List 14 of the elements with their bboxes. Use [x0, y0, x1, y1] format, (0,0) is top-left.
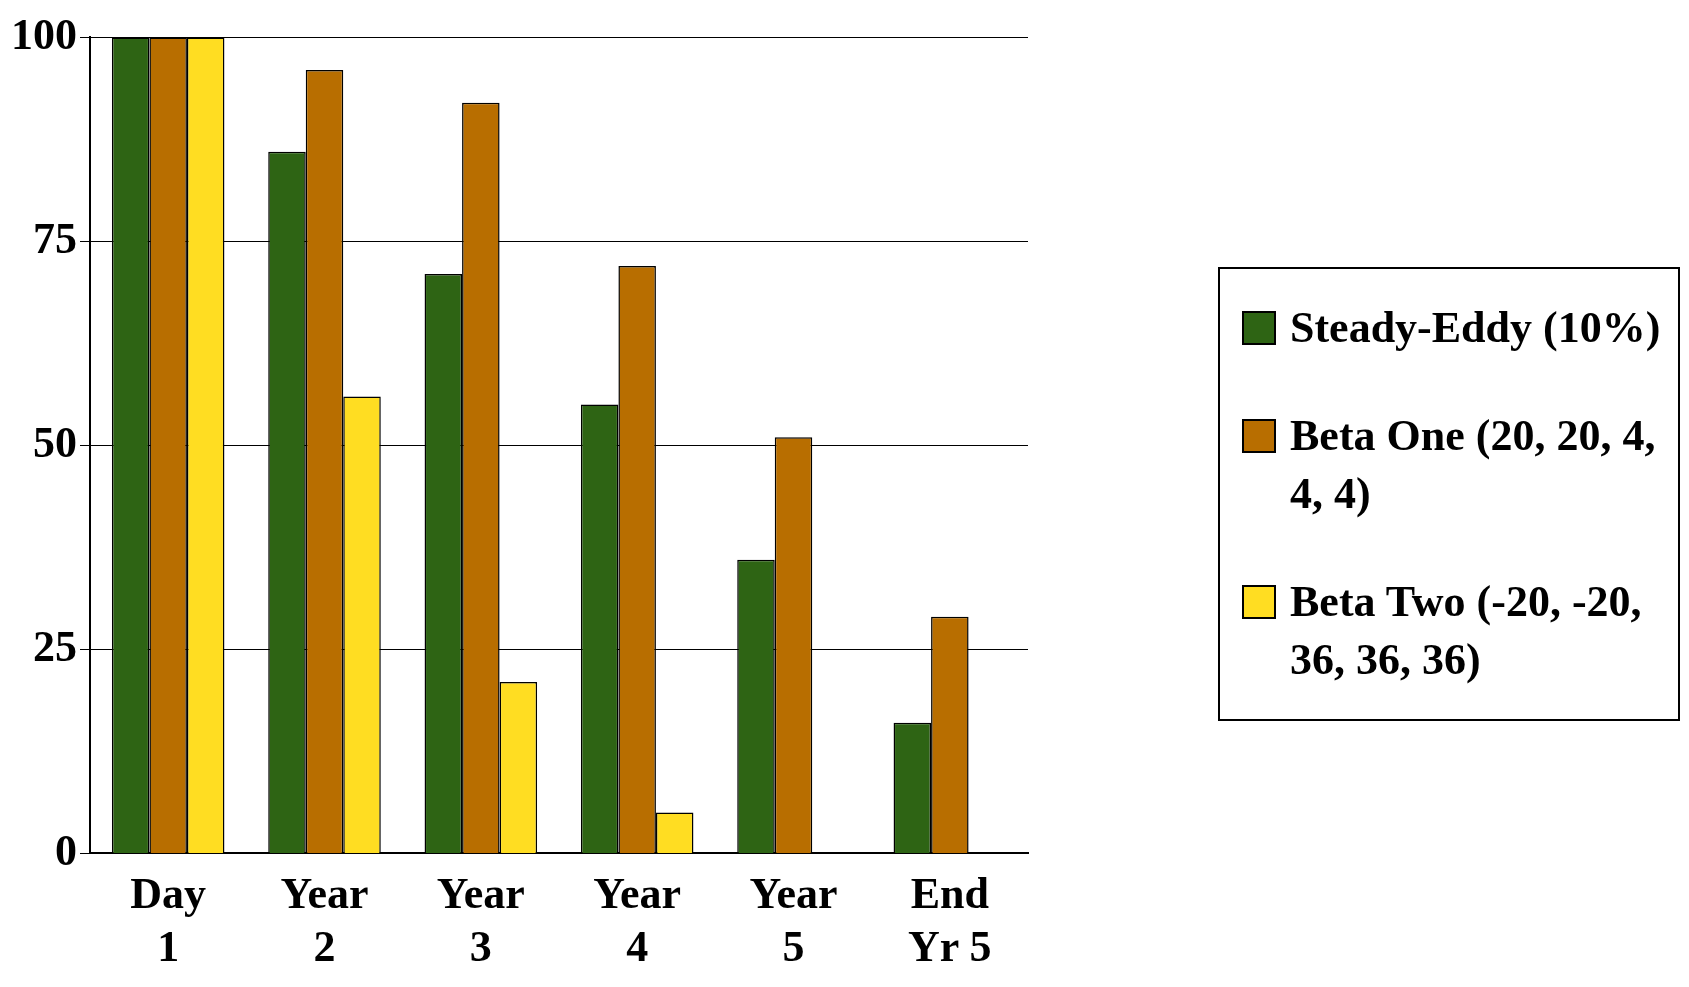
y-tick-label: 100 [11, 9, 77, 59]
legend-label: Beta One (20, 20, 4, 4, 4) [1290, 409, 1657, 520]
y-tick-label: 50 [33, 417, 77, 467]
x-tick-label: Day 1 [130, 869, 207, 971]
x-tick-label: Year 3 [436, 869, 525, 971]
y-tick-label: 25 [33, 621, 77, 671]
x-tick-label: Year 4 [593, 869, 682, 971]
x-tick-label: Year 5 [749, 869, 838, 971]
legend-label: Beta Two (-20, -20, 36, 36, 36) [1290, 575, 1643, 686]
x-tick-label: Year 2 [280, 869, 369, 971]
y-tick-label: 0 [55, 825, 77, 875]
legend-label: Steady-Eddy (10%) [1290, 301, 1661, 354]
y-tick-label: 75 [33, 213, 77, 263]
x-tick-label: End Yr 5 [908, 869, 992, 971]
